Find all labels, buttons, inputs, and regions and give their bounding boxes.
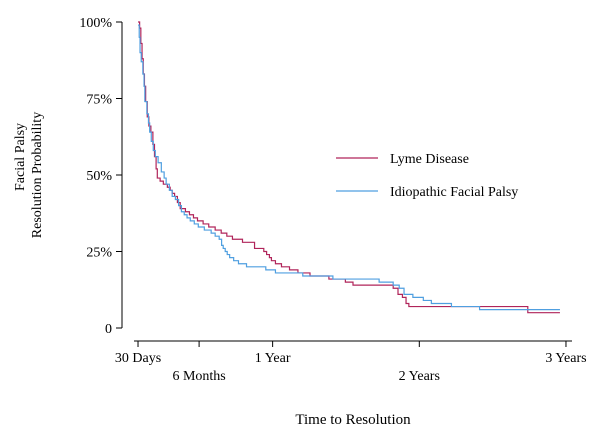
series-line-idiopathic-facial-palsy: [138, 24, 560, 311]
y-tick-label-0: 0: [105, 322, 112, 337]
x-tick-label-1: 6 Months: [172, 369, 225, 384]
x-ticks: 30 Days 6 Months 1 Year 2 Years 3 Years: [115, 341, 587, 384]
series-group: [138, 21, 560, 314]
legend-label-lyme: Lyme Disease: [390, 152, 469, 167]
y-axis-title-line-1: Facial Palsy: [13, 123, 28, 191]
x-tick-label-0: 30 Days: [115, 351, 161, 366]
y-ticks: 0 25% 50% 75% 100%: [79, 16, 122, 337]
x-tick-label-2: 1 Year: [255, 351, 291, 366]
y-tick-label-2: 50%: [86, 169, 112, 184]
axes: [121, 22, 572, 342]
y-tick-label-3: 75%: [86, 93, 112, 108]
series-line-lyme-disease: [138, 21, 560, 314]
y-axis-title-line-2: Resolution Probability: [30, 112, 45, 238]
y-tick-label-1: 25%: [86, 246, 112, 261]
legend-label-idiopathic: Idiopathic Facial Palsy: [390, 185, 518, 200]
x-axis-title: Time to Resolution: [295, 412, 411, 428]
x-tick-label-4: 3 Years: [545, 351, 586, 366]
x-tick-label-3: 2 Years: [399, 369, 440, 384]
y-tick-label-4: 100%: [79, 16, 112, 31]
legend: Lyme Disease Idiopathic Facial Palsy: [336, 152, 518, 200]
